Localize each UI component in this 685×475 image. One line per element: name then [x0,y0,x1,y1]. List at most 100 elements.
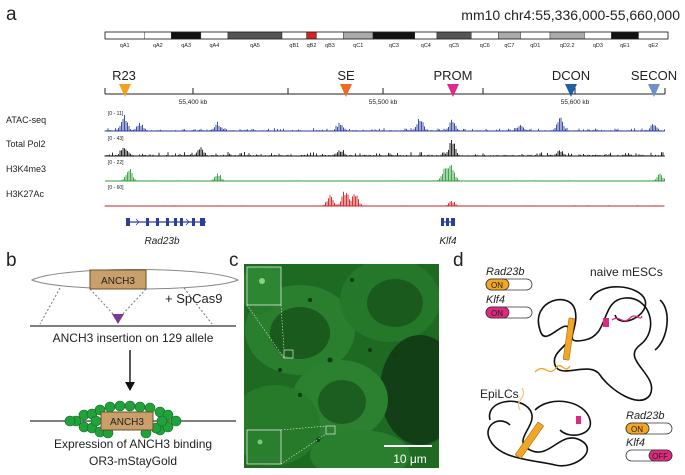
ruler-tick-label: 55,400 kb [179,99,208,106]
panel-b-letter: b [6,250,17,271]
marker-label: SE [337,68,355,83]
ideogram-band [281,31,307,40]
marker-se: SE [337,68,355,97]
gene-label-klf4-top: Klf4 [486,294,505,306]
anch3-box [89,269,147,290]
or3-bead [114,400,126,412]
marker-label: R23 [112,68,136,83]
ideogram-band [227,31,283,40]
ruler-tick-label: 55,500 kb [369,99,398,106]
gene-label: Klf4 [439,236,457,247]
ideogram-band [471,31,499,40]
anch3-box-bound [100,411,154,431]
marker-r23: R23 [112,68,136,97]
chromatin-loop-top [534,286,668,402]
track-h3k27ac: H3K27Ac [0 - 60] [6,185,665,207]
ideogram-band [611,31,639,40]
rad23b-on-toggle-bottom: ON [625,422,673,435]
zoom-inset-top [246,266,282,306]
ideogram-band-label: qA5 [250,43,260,49]
down-arrow-icon [125,350,135,391]
ideogram-band-label: qE2 [648,43,658,49]
ideogram-band-label: qA1 [120,43,130,49]
ideogram-band [436,31,472,40]
anch3-label: ANCH3 [101,276,135,287]
ideogram-band-label: qC7 [504,43,514,49]
track-signal [104,191,665,207]
ideogram-band-label: qC6 [480,43,490,49]
track-pol2: Total Pol2 [0 - 43] [6,136,665,157]
ruler-tick-label: 55,600 kb [561,99,590,106]
klf4-off-toggle-bottom: OFF [625,449,673,462]
chromatin-loop-bottom [487,387,592,467]
marker-secon: SECON [631,68,677,97]
marker-triangle-icon [447,84,459,97]
marker-label: SECON [631,68,677,83]
ideogram-band [316,31,344,40]
panel-c-letter: c [229,250,239,271]
caption-line-1: Expression of ANCH3 binding [54,437,212,451]
gene-label-rad23b-top: Rad23b [486,266,525,278]
ideogram-band-label: qC3 [389,43,399,49]
marker-prom: PROM [434,68,473,97]
cell-state-title-top: naive mESCs [590,265,663,279]
track-range: [0 - 22] [108,160,124,166]
track-atac: ATAC-seq [0 - 11] [6,111,665,132]
cut-site-icon [112,314,124,324]
track-signal [104,115,665,132]
ideogram-band [200,31,229,40]
state-label: OFF [652,452,668,461]
marker-triangle-icon [119,84,131,97]
ideogram-band-label: qA4 [210,43,220,49]
ideogram-band [520,31,551,40]
state-label: ON [491,309,503,318]
ideogram-band-label: qC5 [449,43,459,49]
marker-triangle-icon [565,84,577,97]
track-signal [104,140,665,157]
ideogram-band [306,31,317,40]
track-range: [0 - 43] [108,136,124,142]
coordinate-ruler: 55,400 kb 55,500 kb 55,600 kb [104,88,666,106]
plasmid-construct: ANCH3 [30,269,240,325]
marker-triangle-icon [340,84,352,97]
state-label: ON [631,425,643,434]
state-label: ON [491,281,503,290]
panel-a-letter: a [6,4,17,25]
ideogram-band [498,31,521,40]
ideogram-band [414,31,438,40]
ideogram-band [638,31,669,40]
marker-triangle-icon [648,84,660,97]
ideogram-band-label: qA3 [181,43,191,49]
ideogram-band-label: qD1 [530,43,540,49]
microscopy-image: 10 μm [244,264,439,468]
chromosome-ideogram: qA1 qA2 qA3 qA4 qA5 qB1 qB2 qB3 qC1 qC3 qC4 qC5 qC6 q… [104,31,669,49]
or3-bead [124,400,136,412]
ideogram-band [372,31,415,40]
ideogram-band-label: qB2 [307,43,317,49]
or3-bead [170,415,182,427]
marker-label: DCON [552,68,590,83]
track-range: [0 - 60] [108,185,124,191]
track-name: ATAC-seq [6,115,46,125]
track-signal [105,165,665,182]
gene-label-klf4-bottom: Klf4 [626,437,645,449]
or3-beads [64,400,182,439]
ideogram-band [171,31,202,40]
cell-state-title-bottom: EpiLCs [480,387,519,401]
track-name: Total Pol2 [6,139,46,149]
or3-bead [134,401,146,413]
scale-bar-label: 10 μm [393,452,427,466]
or3-bead [104,401,116,413]
or3-bead [64,415,76,427]
cas9-label: + SpCas9 [165,291,222,306]
track-name: H3K4me3 [6,164,46,174]
track-name: H3K27Ac [6,189,45,199]
or3-bead [90,415,102,427]
ideogram-band-label: qD2.2 [560,43,575,49]
klf4-on-toggle-top: ON [485,306,533,319]
zoom-inset-bottom [246,429,282,465]
marker-dcon: DCON [552,68,590,97]
gene-klf4: Klf4 [439,218,457,247]
ideogram-band [104,31,145,40]
